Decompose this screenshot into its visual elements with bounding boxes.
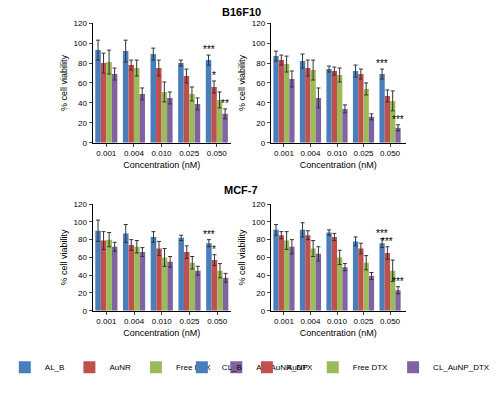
svg-text:0.025: 0.025 [354,149,375,158]
svg-text:% cell viability: % cell viability [237,54,247,111]
svg-text:0.001: 0.001 [96,317,117,326]
svg-text:100: 100 [252,39,266,48]
svg-text:0.001: 0.001 [274,317,295,326]
svg-text:0.010: 0.010 [327,317,348,326]
svg-text:60: 60 [78,253,87,262]
svg-text:40: 40 [78,99,87,108]
svg-text:***: *** [381,236,393,247]
svg-text:% cell viability: % cell viability [237,229,247,286]
svg-text:*: * [212,70,216,81]
svg-text:80: 80 [78,59,87,68]
svg-text:***: *** [392,114,404,125]
svg-text:0.001: 0.001 [274,149,295,158]
svg-text:60: 60 [256,79,265,88]
svg-text:20: 20 [78,119,87,128]
svg-text:0: 0 [261,139,266,148]
svg-text:0.010: 0.010 [327,149,348,158]
svg-text:0.010: 0.010 [152,317,173,326]
svg-text:0.004: 0.004 [300,317,321,326]
svg-text:100: 100 [74,39,88,48]
svg-text:0.004: 0.004 [124,317,145,326]
svg-text:0.004: 0.004 [300,149,321,158]
svg-text:0.050: 0.050 [380,149,401,158]
svg-text:% cell viability: % cell viability [59,54,69,111]
svg-text:***: *** [203,44,215,55]
svg-text:% cell viability: % cell viability [59,229,69,286]
svg-text:80: 80 [256,59,265,68]
svg-text:***: *** [203,229,215,240]
svg-text:AuNR: AuNR [109,363,131,372]
svg-text:0.025: 0.025 [179,149,200,158]
svg-text:20: 20 [78,289,87,298]
svg-text:Concentration (nM): Concentration (nM) [123,328,200,338]
svg-text:CL_AuNP_DTX: CL_AuNP_DTX [433,363,490,372]
svg-text:*: * [212,244,216,255]
svg-text:Concentration (nM): Concentration (nM) [123,160,200,170]
svg-text:Free DTX: Free DTX [175,363,211,373]
svg-text:0: 0 [261,307,266,316]
svg-text:0: 0 [82,307,87,316]
svg-text:0.004: 0.004 [124,149,145,158]
svg-text:0.025: 0.025 [354,317,375,326]
svg-text:CL_B: CL_B [222,363,242,372]
svg-text:***: *** [392,276,404,287]
svg-text:40: 40 [256,271,265,280]
svg-text:0.050: 0.050 [380,317,401,326]
svg-text:AL_B: AL_B [45,363,65,372]
svg-text:120: 120 [252,200,266,209]
svg-text:80: 80 [256,235,265,244]
svg-text:60: 60 [78,79,87,88]
svg-text:***: *** [376,228,388,239]
svg-text:40: 40 [256,99,265,108]
svg-text:Concentration (nM): Concentration (nM) [300,328,377,338]
svg-text:0.050: 0.050 [207,149,228,158]
svg-text:120: 120 [74,19,88,28]
svg-text:0.010: 0.010 [152,149,173,158]
svg-text:20: 20 [256,119,265,128]
svg-text:B16F10: B16F10 [222,6,261,18]
svg-text:0.025: 0.025 [180,317,201,326]
svg-text:0.050: 0.050 [207,317,228,326]
svg-text:20: 20 [256,289,265,298]
svg-text:120: 120 [74,200,88,209]
svg-text:40: 40 [78,271,87,280]
svg-text:AL_AuNR_DTX: AL_AuNR_DTX [256,363,313,373]
svg-text:**: ** [221,98,229,109]
svg-text:60: 60 [256,253,265,262]
svg-text:120: 120 [252,19,266,28]
svg-text:AuNP: AuNP [287,363,308,372]
svg-text:80: 80 [78,235,87,244]
svg-text:Concentration (nM): Concentration (nM) [300,160,377,170]
svg-text:100: 100 [252,218,266,227]
svg-text:0.001: 0.001 [96,149,117,158]
svg-text:MCF-7: MCF-7 [224,184,258,196]
svg-text:***: *** [376,58,388,69]
svg-text:100: 100 [74,218,88,227]
svg-text:0: 0 [82,139,87,148]
svg-text:Free DTX: Free DTX [353,363,388,372]
